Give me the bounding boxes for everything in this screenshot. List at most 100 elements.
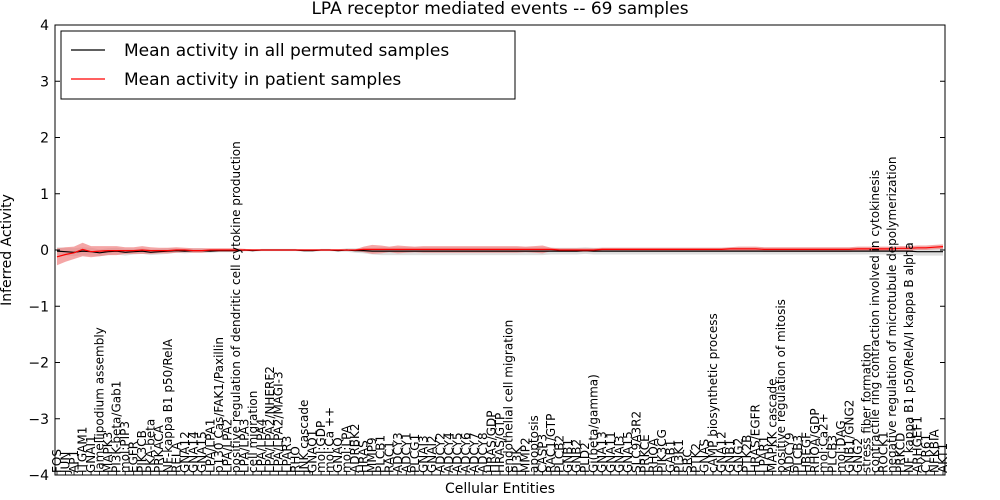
x-tick-label: GAB1	[663, 440, 677, 473]
x-tick-label: LPA/LPA1	[203, 419, 217, 473]
x-tick-label: CASP3	[536, 434, 550, 473]
x-tick-label: mol:GDP	[314, 421, 328, 473]
x-tick-label: AP1	[67, 450, 81, 473]
x-tick-label: ROCK1	[876, 431, 890, 473]
x-tick-label: ADCY1	[399, 432, 413, 473]
y-tick-label: 3	[40, 74, 49, 90]
x-tick-label: GNAO1	[306, 430, 320, 473]
x-tick-label: positive regulation of dendritic cell cy…	[229, 141, 243, 473]
x-tick-label: GNA14	[186, 431, 200, 473]
x-tick-label: SLC9A3R2	[629, 411, 643, 473]
x-tick-label: RAC1	[382, 441, 396, 473]
legend-label-permuted: Mean activity in all permuted samples	[124, 41, 449, 61]
x-tick-label: GNAS	[698, 439, 712, 473]
x-tick-label: HRAS/EGFR	[749, 404, 763, 473]
x-tick-label: LPA/LPA3	[237, 419, 251, 473]
x-tick-label: HRAS/GTP	[493, 413, 507, 473]
x-tick-label: LPA/LPA2/MAGI-3	[272, 371, 286, 473]
x-tick-label: PLCB3	[791, 435, 805, 473]
line-patient	[56, 246, 944, 258]
y-tick-label: −4	[28, 468, 49, 484]
legend: Mean activity in all permuted samples Me…	[60, 30, 516, 100]
x-tick-label: GNB1	[561, 439, 575, 473]
x-tick-label: PTK2	[689, 443, 703, 473]
x-tick-label: HRAS	[357, 440, 371, 473]
x-tick-label: HBEGF	[800, 432, 814, 473]
x-tick-label: HRAS/GDP	[485, 410, 499, 473]
x-tick-label: GNAI3	[612, 435, 626, 473]
x-tick-label: negative regulation of microtubule depol…	[885, 156, 899, 473]
x-tick-label: GNB1	[723, 439, 737, 473]
x-tick-label: mol:DAG	[834, 420, 848, 473]
x-tick-label: contractile ring contraction involved in…	[868, 170, 882, 473]
x-tick-label: mol:Ca2+	[817, 413, 831, 473]
legend-label-patient: Mean activity in patient samples	[124, 70, 401, 90]
x-tick-label: ADCY5	[450, 432, 464, 473]
x-tick-label: LPAR3	[280, 436, 294, 473]
x-tick-label: ADCY7	[467, 432, 481, 473]
y-tick-label: −1	[28, 299, 49, 315]
x-tick-label: NF kappa B1 p50/RelA/I kappa B alpha	[902, 242, 916, 473]
x-tick-label: GNAI2	[425, 435, 439, 473]
x-tick-label: PIK3CG	[655, 429, 669, 473]
x-axis-label: Cellular Entities	[445, 481, 555, 497]
x-tick-label: endothelial cell migration	[502, 320, 516, 473]
x-tick-label: LPA/LPA2/NHERF2	[263, 366, 277, 473]
x-tick-label: NFKBIA	[928, 428, 942, 473]
y-tick-label: 4	[40, 18, 49, 34]
x-tick-label: MMP9	[365, 437, 379, 473]
x-tick-label: GNG2	[732, 438, 746, 473]
x-tick-label: ITGAM1	[76, 427, 90, 473]
x-tick-label: LPA/LPA2	[220, 419, 234, 473]
x-tick-label: cell migration	[246, 391, 260, 473]
x-tick-label: PIK3CB	[135, 430, 149, 473]
x-tick-label: CYR61	[919, 434, 933, 473]
x-tick-label: PRKACA	[152, 424, 166, 473]
x-tick-label: p130 Cas/FAK1/Paxillin	[212, 337, 226, 473]
x-tick-label: MMP2	[519, 437, 533, 473]
x-tick-label: GNA12	[715, 431, 729, 473]
x-tick-label: GNA15	[195, 431, 209, 473]
x-tick-label: PLD2	[578, 442, 592, 473]
y-tick-label: −2	[28, 356, 49, 372]
x-tick-label: mol:PIP3	[118, 421, 132, 473]
x-tick-label: NF-kappa B1 p50/RelA	[161, 338, 175, 473]
x-tick-label: ADCY4	[442, 432, 456, 473]
x-tick-label: stress fiber formation	[859, 344, 873, 473]
x-tick-label: mol:Ca ++	[323, 407, 337, 473]
x-tick-label: EGFR	[127, 441, 141, 473]
x-tick-label: GNAI1	[84, 435, 98, 473]
x-tick-label: PI3K1	[672, 439, 686, 473]
y-tick-label: 1	[40, 187, 49, 203]
x-tick-label: GNA12	[178, 431, 192, 473]
x-tick-label: cAMP biosynthetic process	[706, 313, 720, 473]
x-tick-label: GNB1/GNG2	[842, 400, 856, 473]
x-tick-label: MAPKK cascade	[766, 378, 780, 473]
x-tick-label: PI3K	[510, 446, 524, 473]
x-tick-label: PRKCE	[638, 434, 652, 473]
x-tick-label: RHO	[289, 446, 303, 473]
x-tick-label: PI3K-beta/Gab1	[110, 381, 124, 473]
x-tick-label: GNB2	[570, 439, 584, 473]
band-patient	[57, 242, 943, 266]
x-tick-label: PLCG1	[408, 434, 422, 473]
x-tick-label: GNA13	[595, 431, 609, 473]
x-tick-label: MAPK3	[101, 432, 115, 473]
x-tick-label: PLCB3	[825, 435, 839, 473]
x-tick-label: RHOA/GDP	[808, 408, 822, 473]
x-tick-label: ADCY3	[391, 432, 405, 473]
x-tick-label: ADRBK2	[348, 423, 362, 473]
x-tick-label: ARHGEF1	[910, 416, 924, 473]
x-tick-label: FOS	[50, 449, 64, 473]
x-tick-label: Gi(beta/gamma)	[587, 374, 601, 473]
x-tick-label: ADCY8	[476, 432, 490, 473]
x-tick-label: PTK2B	[740, 435, 754, 473]
x-tick-label: mol:LPA	[340, 424, 354, 473]
y-tick-label: 0	[40, 243, 49, 259]
x-tick-label: PLCB1	[374, 435, 388, 473]
x-tick-label: RAC1/GTP	[544, 414, 558, 473]
y-tick-label: −3	[28, 412, 49, 428]
x-tick-label: ADCY2	[433, 432, 447, 473]
